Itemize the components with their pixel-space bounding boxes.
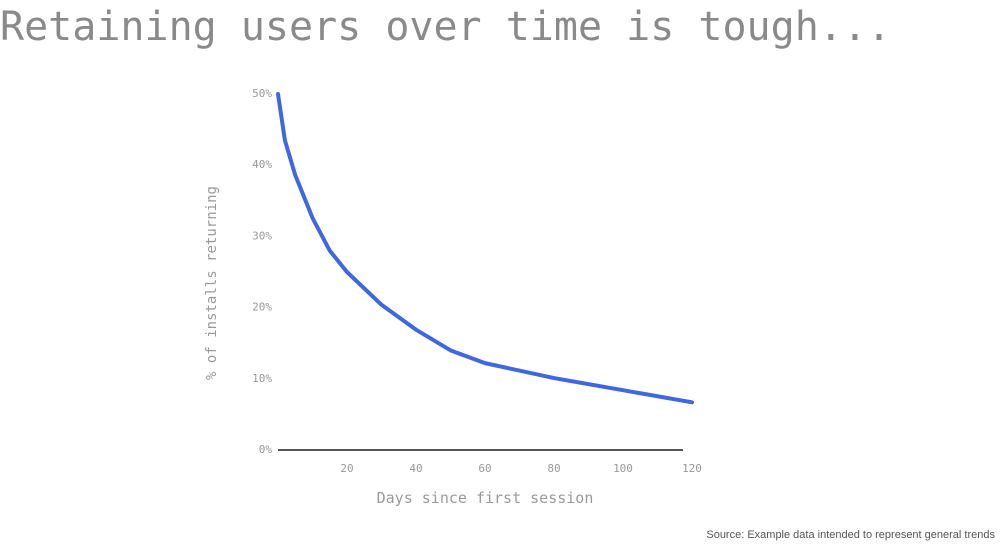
- x-tick-label: 80: [547, 462, 560, 475]
- x-tick-label: 60: [478, 462, 491, 475]
- y-tick-label: 20%: [252, 301, 272, 314]
- y-tick-label: 0%: [259, 443, 273, 456]
- x-tick-label: 100: [613, 462, 633, 475]
- x-tick-label: 20: [340, 462, 353, 475]
- y-tick-label: 10%: [252, 372, 272, 385]
- y-tick-label: 30%: [252, 229, 272, 242]
- x-tick-label: 120: [682, 462, 702, 475]
- x-axis-label: Days since first session: [377, 489, 594, 507]
- y-tick-label: 50%: [252, 87, 272, 100]
- y-tick-label: 40%: [252, 158, 272, 171]
- x-tick-label: 40: [409, 462, 422, 475]
- source-note: Source: Example data intended to represe…: [706, 529, 995, 541]
- line: [276, 92, 694, 405]
- y-axis-label: % of installs returning: [204, 186, 220, 380]
- chart-title: Retaining users over time is tough...: [0, 4, 891, 50]
